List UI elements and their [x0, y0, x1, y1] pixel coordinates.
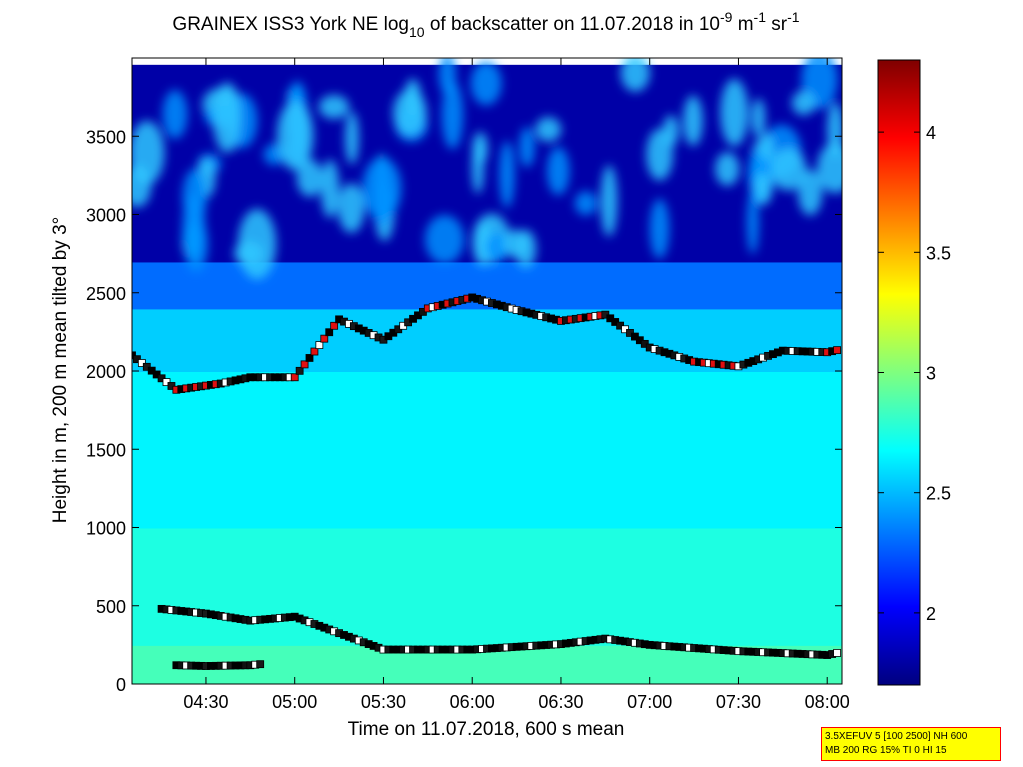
x-tick-label: 06:00 — [450, 692, 495, 712]
texture-patch — [827, 102, 842, 158]
texture-patch — [345, 111, 359, 165]
detection-marker — [256, 660, 265, 669]
detection-series-0 — [157, 604, 841, 659]
texture-patch — [499, 141, 515, 208]
heatmap-area — [132, 58, 842, 684]
y-tick-label: 2500 — [86, 284, 126, 304]
detection-marker — [300, 360, 309, 369]
detection-series-2 — [132, 293, 841, 394]
detection-marker — [305, 354, 314, 362]
detection-markers — [132, 293, 841, 670]
texture-patch — [535, 117, 562, 142]
y-tick-label: 3500 — [86, 127, 126, 147]
y-axis-label: Height in m, 200 m mean tilted by 3° — [50, 217, 71, 523]
y-axis: 0 500 1000 1500 2000 2500 3000 3500 — [86, 127, 842, 695]
x-tick-label: 06:30 — [538, 692, 583, 712]
heatmap-texture — [132, 58, 842, 280]
texture-patch — [485, 232, 509, 262]
colorbar-tick-label: 2.5 — [926, 484, 951, 504]
texture-patch — [746, 190, 759, 255]
colorbar-tick-label: 2 — [926, 604, 936, 624]
texture-patch — [424, 215, 465, 264]
info-line-1: 3.5XEFUV 5 [100 2500] NH 600 — [825, 731, 968, 742]
texture-patch — [212, 82, 242, 153]
texture-patch — [276, 101, 314, 171]
texture-patch — [182, 168, 207, 224]
texture-patch — [470, 61, 502, 106]
texture-patch — [503, 229, 529, 258]
texture-patch — [574, 191, 597, 216]
detection-marker — [320, 334, 329, 343]
texture-patch — [720, 78, 749, 147]
texture-patch — [362, 157, 402, 220]
detection-marker — [315, 341, 324, 349]
texture-patch — [132, 120, 165, 185]
x-axis: 04:30 05:00 05:30 06:00 06:30 07:00 07:30 08:00 — [183, 58, 850, 712]
texture-patch — [472, 221, 493, 267]
colorbar-tick-label: 3 — [926, 364, 936, 384]
detection-marker — [330, 321, 339, 330]
colorbar-tick-label: 4 — [926, 123, 936, 143]
texture-patch — [519, 126, 535, 168]
texture-patch — [715, 152, 740, 186]
texture-patch — [162, 89, 188, 139]
processing-info-box: 3.5XEFUV 5 [100 2500] NH 600 MB 200 RG 1… — [821, 727, 1001, 761]
detection-marker — [295, 366, 304, 375]
texture-patch — [751, 98, 766, 138]
detection-series-1 — [172, 660, 265, 670]
x-tick-label: 04:30 — [183, 692, 228, 712]
x-tick-label: 07:30 — [716, 692, 761, 712]
texture-patch — [798, 169, 823, 216]
colorbar-tick-label: 3.5 — [926, 243, 951, 263]
texture-patch — [318, 94, 350, 119]
y-tick-label: 3000 — [86, 206, 126, 226]
texture-patch — [770, 147, 807, 191]
chart-title: GRAINEX ISS3 York NE log10 of backscatte… — [172, 9, 799, 40]
x-tick-label: 08:00 — [805, 692, 850, 712]
texture-patch — [404, 78, 422, 117]
x-tick-label: 05:00 — [272, 692, 317, 712]
detection-marker — [833, 649, 841, 657]
texture-patch — [600, 165, 618, 237]
texture-patch — [649, 198, 670, 259]
detection-marker — [833, 346, 841, 355]
colorbar-ticks: 2 2.5 3 3.5 4 — [878, 123, 951, 624]
heatmap-layer-1 — [132, 526, 842, 646]
detection-marker — [290, 373, 299, 382]
texture-patch — [296, 159, 324, 197]
y-tick-label: 1000 — [86, 519, 126, 539]
texture-patch — [546, 147, 570, 196]
texture-patch — [753, 172, 773, 206]
x-tick-label: 07:00 — [627, 692, 672, 712]
y-tick-label: 2000 — [86, 362, 126, 382]
texture-patch — [338, 183, 365, 233]
texture-patch — [320, 159, 340, 218]
texture-patch — [683, 95, 703, 146]
info-line-2: MB 200 RG 15% TI 0 HI 15 — [825, 745, 947, 756]
texture-patch — [646, 128, 674, 181]
detection-marker — [325, 328, 334, 337]
y-tick-label: 0 — [116, 675, 126, 695]
y-tick-label: 500 — [96, 597, 126, 617]
x-tick-label: 05:30 — [361, 692, 406, 712]
x-axis-label: Time on 11.07.2018, 600 s mean — [348, 719, 625, 740]
texture-patch — [441, 80, 464, 150]
texture-patch — [234, 241, 264, 266]
texture-patch — [620, 58, 650, 92]
texture-patch — [759, 132, 775, 162]
texture-patch — [471, 141, 484, 194]
detection-marker — [310, 347, 319, 356]
heatmap-layer-2 — [132, 370, 842, 529]
texture-patch — [791, 90, 816, 116]
colorbar — [877, 59, 921, 686]
y-tick-label: 1500 — [86, 440, 126, 460]
